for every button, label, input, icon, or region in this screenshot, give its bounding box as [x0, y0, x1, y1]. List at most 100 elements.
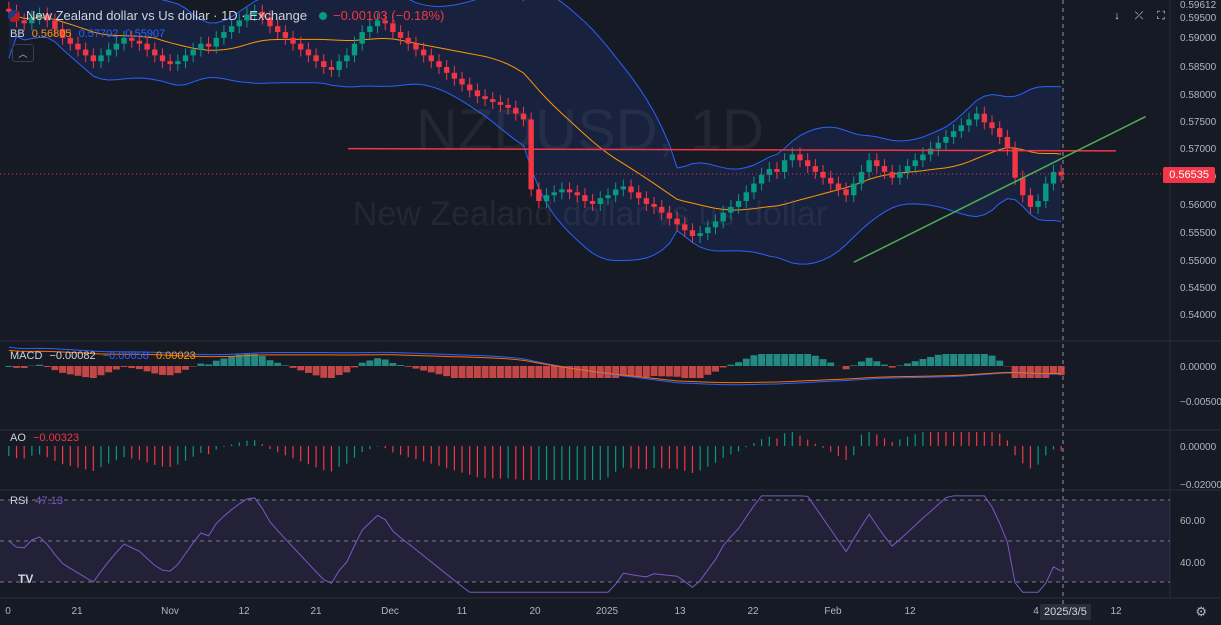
macd-histogram-bar — [842, 366, 850, 370]
macd-histogram-bar — [827, 362, 835, 366]
collapse-legend-button[interactable]: ︿ — [12, 44, 34, 62]
candle-body — [904, 166, 911, 172]
candle-body — [659, 206, 665, 213]
candle-body — [298, 43, 304, 50]
time-axis-label: Dec — [381, 606, 399, 617]
candle-body — [843, 189, 849, 196]
arrow-down-icon[interactable]: ↓ — [1114, 10, 1120, 22]
candle-body — [881, 166, 888, 172]
macd-histogram-bar — [458, 366, 466, 378]
candle-body — [428, 55, 434, 62]
time-axis-label: 11 — [457, 606, 468, 617]
macd-histogram-bar — [765, 354, 773, 366]
candle-body — [559, 189, 565, 193]
macd-legend[interactable]: MACD −0.00082 −0.00058 0.00023 — [10, 350, 200, 362]
candle-body — [52, 20, 58, 30]
tradingview-logo-icon[interactable]: TV — [18, 572, 34, 586]
candle-body — [443, 67, 450, 73]
macd-histogram-bar — [258, 356, 266, 366]
macd-histogram-bar — [82, 366, 90, 378]
macd-histogram-bar — [1057, 366, 1065, 376]
macd-tick-label: −0.00500 — [1180, 397, 1221, 408]
macd-histogram-bar — [873, 361, 881, 366]
candle-body — [321, 61, 327, 68]
candle-body — [636, 192, 642, 199]
macd-histogram-bar — [850, 365, 858, 366]
candle-body — [935, 142, 941, 149]
macd-histogram-bar — [228, 356, 236, 366]
bb-label: BB — [10, 28, 25, 40]
macd-histogram-bar — [97, 366, 105, 376]
symbol-header[interactable]: New Zealand dollar vs Us dollar · 1D · E… — [8, 8, 444, 23]
rsi-legend[interactable]: RSI 47.13 — [10, 495, 67, 507]
price-tick-label: 0.59500 — [1180, 13, 1217, 24]
price-tick-label: 0.55500 — [1180, 228, 1217, 239]
candle-body — [712, 221, 719, 228]
candle-body — [129, 37, 135, 41]
ao-value: −0.00323 — [32, 432, 80, 444]
collapse-icon[interactable]: ⤫ — [1134, 9, 1144, 22]
candle-body — [582, 195, 588, 202]
candle-body — [520, 113, 527, 120]
watermark-symbol: NZDUSD, 1D — [416, 98, 764, 163]
macd-line — [8, 346, 1062, 386]
macd-histogram-bar — [481, 366, 489, 378]
macd-histogram-bar — [596, 366, 604, 378]
ao-tick-label: 0.00000 — [1180, 442, 1217, 453]
macd-histogram-bar — [996, 360, 1004, 366]
candle-body — [920, 154, 926, 161]
candle-body — [397, 32, 404, 38]
macd-histogram-bar — [343, 366, 351, 373]
rsi-label: RSI — [10, 495, 29, 507]
macd-histogram-bar — [36, 364, 44, 366]
bb-upper-line — [161, 0, 1062, 170]
candle-body — [589, 201, 596, 204]
ao-tick-label: −0.02000 — [1180, 480, 1221, 491]
candle-body — [75, 43, 81, 50]
candle-body — [167, 61, 173, 65]
market-status-icon — [319, 11, 328, 20]
ao-legend[interactable]: AO −0.00323 — [10, 432, 83, 444]
time-axis-label: Nov — [161, 606, 179, 617]
candle-body — [236, 20, 242, 27]
candle-body — [1012, 148, 1018, 178]
candle-body — [674, 218, 680, 225]
fullscreen-icon[interactable]: ⛶ — [1157, 9, 1165, 22]
macd-histogram-bar — [512, 366, 520, 378]
candle-body — [551, 192, 557, 196]
macd-histogram-bar — [466, 366, 474, 378]
candle-body — [981, 113, 988, 123]
macd-histogram-bar — [166, 366, 174, 376]
macd-histogram-bar — [5, 366, 13, 367]
macd-histogram-bar — [112, 366, 120, 370]
macd-histogram-bar — [758, 354, 766, 366]
candle-body — [950, 131, 957, 137]
macd-histogram-bar — [151, 366, 159, 374]
macd-label: MACD — [10, 350, 43, 362]
macd-histogram-bar — [120, 366, 128, 367]
macd-histogram-bar — [950, 354, 958, 366]
macd-histogram-bar — [404, 366, 412, 367]
time-axis-label: 22 — [747, 606, 759, 617]
macd-histogram-bar — [66, 366, 74, 375]
macd-histogram-bar — [581, 366, 589, 378]
candle-body — [159, 55, 166, 62]
last-price-tag: 0.56535 — [1163, 167, 1215, 183]
candle-body — [1043, 183, 1049, 202]
settings-icon[interactable]: ⚙ — [1195, 604, 1207, 619]
candle-body — [505, 104, 511, 108]
macd-histogram-bar — [89, 366, 97, 378]
candle-body — [835, 183, 842, 190]
macd-histogram-bar — [205, 364, 213, 366]
candle-body — [282, 32, 289, 38]
candle-body — [144, 43, 150, 50]
bb-legend[interactable]: BB 0.56805 0.57702 0.55907 — [10, 28, 169, 40]
candle-body — [774, 169, 780, 172]
macd-histogram-bar — [642, 366, 650, 377]
price-tick-label: 0.54000 — [1180, 310, 1217, 321]
candle-body — [29, 17, 35, 24]
macd-histogram-bar — [788, 354, 796, 366]
price-tick-label: 0.57500 — [1180, 117, 1217, 128]
macd-histogram-bar — [673, 366, 681, 377]
